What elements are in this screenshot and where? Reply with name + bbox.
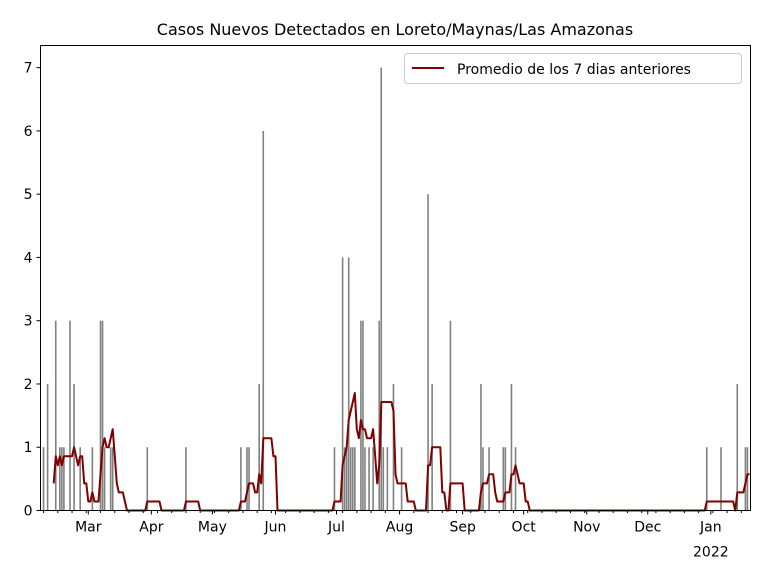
bar-2021-09-10 — [480, 383, 482, 511]
x-tick-sublabel: 2022 — [693, 545, 729, 561]
bar-2021-07-06 — [345, 447, 348, 511]
bar-2021-07-24 — [382, 447, 385, 511]
bar-2021-05-24 — [258, 383, 260, 511]
bar-2021-08-26 — [449, 320, 452, 511]
bar-2022-01-19 — [746, 447, 749, 511]
bar-2021-07-17 — [368, 447, 370, 511]
bar-2021-03-13 — [111, 447, 114, 511]
legend-label: Promedio de los 7 dias anteriores — [457, 62, 691, 78]
bar-2021-09-27 — [514, 447, 517, 511]
bar-2021-06-30 — [333, 447, 336, 511]
bar-2021-02-17 — [63, 447, 65, 511]
bar-2021-02-13 — [54, 320, 57, 511]
y-tick-label: 2 — [24, 377, 33, 393]
y-axis: 0 1 2 3 4 5 6 7 — [24, 61, 41, 520]
bar-2021-09-22 — [504, 447, 507, 511]
bar-2021-07-29 — [392, 383, 395, 511]
bar-2021-07-10 — [354, 447, 356, 511]
bar-2021-03-30 — [146, 447, 149, 511]
bar-2021-05-18 — [246, 447, 248, 511]
bar-2021-02-16 — [61, 447, 63, 511]
x-tick-label: Aug — [386, 520, 413, 536]
bar-2021-07-19 — [372, 447, 374, 511]
bar-2021-12-30 — [705, 447, 708, 511]
bar-2021-09-14 — [488, 447, 490, 511]
bar-2021-02-20 — [69, 320, 71, 511]
plot-frame — [40, 45, 751, 511]
bar-2021-07-15 — [364, 447, 366, 511]
bar-2021-03-12 — [109, 447, 112, 511]
y-tick-label: 3 — [24, 314, 33, 330]
bar-2021-09-21 — [502, 447, 505, 511]
bar-2021-07-14 — [362, 320, 364, 511]
bar-2021-03-07 — [99, 320, 102, 511]
bars — [42, 67, 749, 511]
bar-2021-07-09 — [351, 447, 354, 511]
x-tick-label: Jul — [327, 520, 345, 536]
y-tick-label: 6 — [24, 124, 33, 140]
x-tick-label: May — [198, 520, 227, 536]
bar-2021-07-04 — [341, 257, 344, 511]
bar-2021-09-25 — [510, 383, 513, 511]
bar-2021-02-09 — [46, 383, 49, 511]
bar-2021-02-07 — [42, 447, 45, 511]
bar-2021-08-15 — [427, 194, 429, 511]
bar-2022-01-14 — [736, 383, 739, 511]
y-tick-label: 4 — [24, 250, 33, 266]
x-tick-label: Mar — [75, 520, 102, 536]
bar-2021-02-15 — [59, 447, 61, 511]
bar-2021-05-15 — [240, 447, 242, 511]
bar-2021-07-23 — [380, 67, 383, 511]
bar-2021-07-07 — [347, 257, 350, 511]
bar-2021-07-13 — [360, 320, 362, 511]
bar-2021-03-09 — [103, 447, 106, 511]
x-tick-label: Sep — [449, 520, 476, 536]
x-tick-label: Apr — [139, 520, 163, 536]
x-tick-label: Jun — [264, 520, 287, 536]
legend: Promedio de los 7 dias anteriores — [404, 53, 742, 84]
bar-2021-08-02 — [400, 447, 403, 511]
bar-2021-04-18 — [185, 447, 187, 511]
x-tick-label: Nov — [573, 520, 600, 536]
bar-2021-03-08 — [101, 320, 104, 511]
bar-2021-07-05 — [343, 447, 346, 511]
bar-2022-01-06 — [720, 447, 722, 511]
y-tick-label: 5 — [24, 187, 33, 203]
bar-2021-02-25 — [79, 447, 81, 511]
bar-2021-09-11 — [482, 447, 484, 511]
y-tick-label: 7 — [24, 61, 33, 77]
x-tick-label: Dec — [634, 520, 661, 536]
bar-2021-07-08 — [349, 447, 352, 511]
bar-2021-07-22 — [378, 320, 381, 511]
bar-2021-03-03 — [91, 447, 94, 511]
bar-2021-05-26 — [262, 130, 265, 511]
bar-2021-05-19 — [248, 447, 250, 511]
x-tick-label: Jan — [699, 520, 722, 536]
chart-title: Casos Nuevos Detectados en Loreto/Maynas… — [157, 20, 633, 39]
x-axis: Mar Apr May Jun Jul Aug Sep Oct Nov Dec Jan 2022 — [43, 510, 742, 561]
y-tick-label: 1 — [24, 440, 33, 456]
x-tick-label: Oct — [512, 520, 537, 536]
bar-2021-07-26 — [386, 447, 389, 511]
y-tick-label: 0 — [24, 504, 33, 520]
legend-box — [404, 53, 742, 84]
